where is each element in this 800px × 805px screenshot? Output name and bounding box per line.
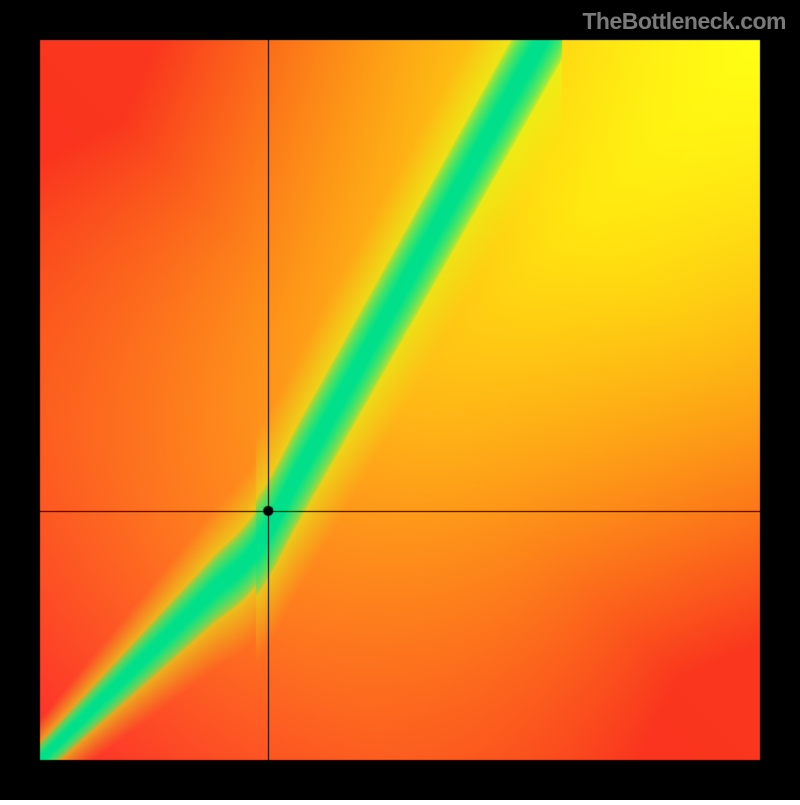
heatmap-container: [0, 0, 800, 805]
bottleneck-heatmap: [0, 0, 800, 800]
watermark-text: TheBottleneck.com: [582, 8, 786, 35]
